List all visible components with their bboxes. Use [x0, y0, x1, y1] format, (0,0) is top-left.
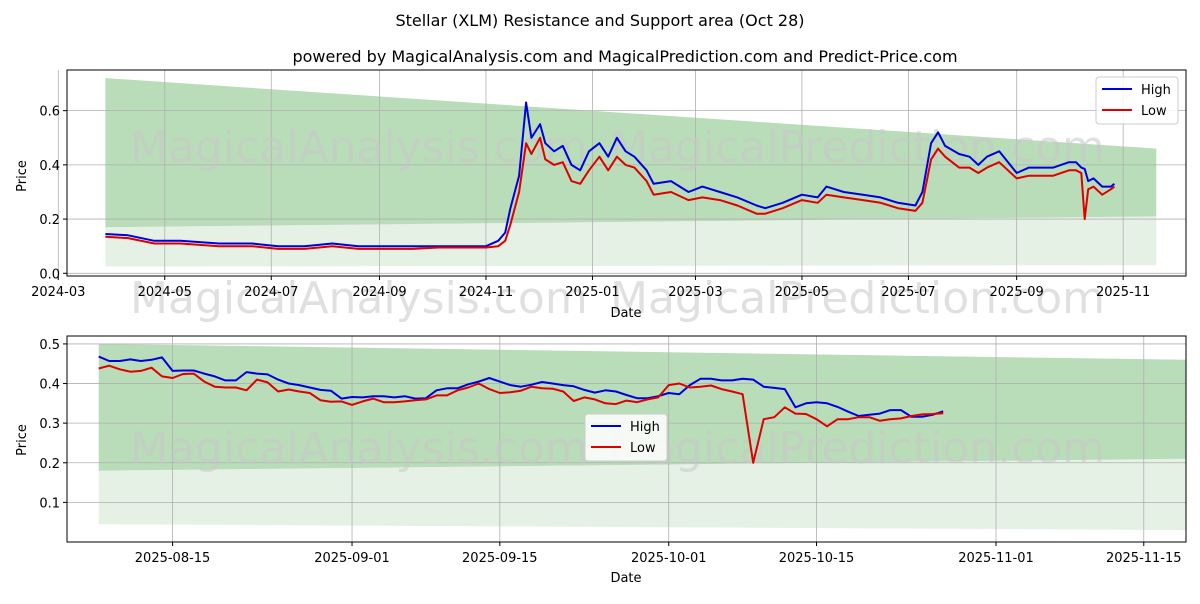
top-x-tick-label: 2024-09	[352, 285, 406, 300]
chart-title: Stellar (XLM) Resistance and Support are…	[395, 11, 804, 30]
top-legend: High Low	[1095, 76, 1179, 125]
top-x-tick-label: 2025-01	[565, 285, 619, 300]
top-price-panel: MagicalAnalysis.com MagicalPrediction.co…	[15, 69, 1187, 324]
top-x-tick-label: 2024-03	[31, 285, 85, 300]
bottom-x-tick-label: 2025-10-15	[779, 551, 855, 566]
bottom-price-panel: MagicalAnalysis.com MagicalPrediction.co…	[15, 335, 1187, 586]
bottom-support-band	[98, 458, 1187, 531]
watermark-bottom-right: MagicalPrediction.com	[610, 423, 1105, 474]
watermark-mid-right: MagicalPrediction.com	[610, 273, 1105, 324]
bottom-x-axis-label: Date	[610, 571, 641, 586]
bottom-series-low-line	[98, 364, 944, 464]
top-x-tick-label: 2024-07	[244, 285, 298, 300]
bottom-legend: High Low	[584, 413, 668, 462]
bottom-legend-high-label: High	[630, 420, 660, 435]
top-series-high-line	[105, 101, 1116, 248]
chart-subtitle: powered by MagicalAnalysis.com and Magic…	[292, 47, 957, 66]
top-x-tick-label: 2025-03	[668, 285, 722, 300]
bottom-y-tick-label: 0.5	[39, 338, 60, 353]
watermark-top-right: MagicalPrediction.com	[610, 122, 1105, 173]
top-series-low-line	[105, 136, 1116, 250]
bottom-x-tick-label: 2025-08-15	[135, 551, 211, 566]
top-x-axis-label: Date	[610, 306, 641, 321]
top-x-tick-label: 2025-05	[775, 285, 829, 300]
bottom-legend-low-label: Low	[630, 441, 656, 456]
top-legend-low-label: Low	[1141, 104, 1167, 119]
watermark-top-left: MagicalAnalysis.com	[130, 122, 588, 173]
top-legend-high-label: High	[1141, 83, 1171, 98]
top-y-tick-label: 0.0	[39, 267, 60, 282]
top-y-tick-label: 0.6	[39, 105, 60, 120]
top-y-tick-label: 0.4	[39, 159, 60, 174]
top-x-tick-label: 2024-11	[459, 285, 513, 300]
bottom-y-tick-label: 0.2	[39, 457, 60, 472]
bottom-x-tick-label: 2025-10-01	[631, 551, 707, 566]
bottom-plot-frame	[66, 335, 1187, 543]
bottom-x-tick-label: 2025-11-15	[1106, 551, 1182, 566]
bottom-x-tick-label: 2025-09-15	[462, 551, 538, 566]
bottom-series-high-line	[98, 355, 944, 418]
bottom-resistance-band	[98, 343, 1187, 471]
bottom-x-tick-label: 2025-09-01	[314, 551, 390, 566]
watermark-bottom-left: MagicalAnalysis.com	[130, 423, 588, 474]
top-x-tick-label: 2024-05	[138, 285, 192, 300]
top-x-tick-label: 2025-11	[1096, 285, 1150, 300]
top-x-tick-label: 2025-07	[881, 285, 935, 300]
top-x-tick-label: 2025-09	[990, 285, 1044, 300]
top-y-axis-label: Price	[15, 160, 30, 192]
bottom-x-tick-label: 2025-11-01	[958, 551, 1034, 566]
top-plot-frame	[66, 69, 1187, 277]
top-resistance-band	[105, 78, 1157, 228]
bottom-y-tick-label: 0.3	[39, 417, 60, 432]
bottom-y-tick-label: 0.1	[39, 496, 60, 511]
bottom-y-tick-label: 0.4	[39, 378, 60, 393]
top-support-band	[105, 216, 1157, 267]
watermark-mid-left: MagicalAnalysis.com	[130, 273, 588, 324]
top-y-tick-label: 0.2	[39, 213, 60, 228]
bottom-y-axis-label: Price	[15, 424, 30, 456]
